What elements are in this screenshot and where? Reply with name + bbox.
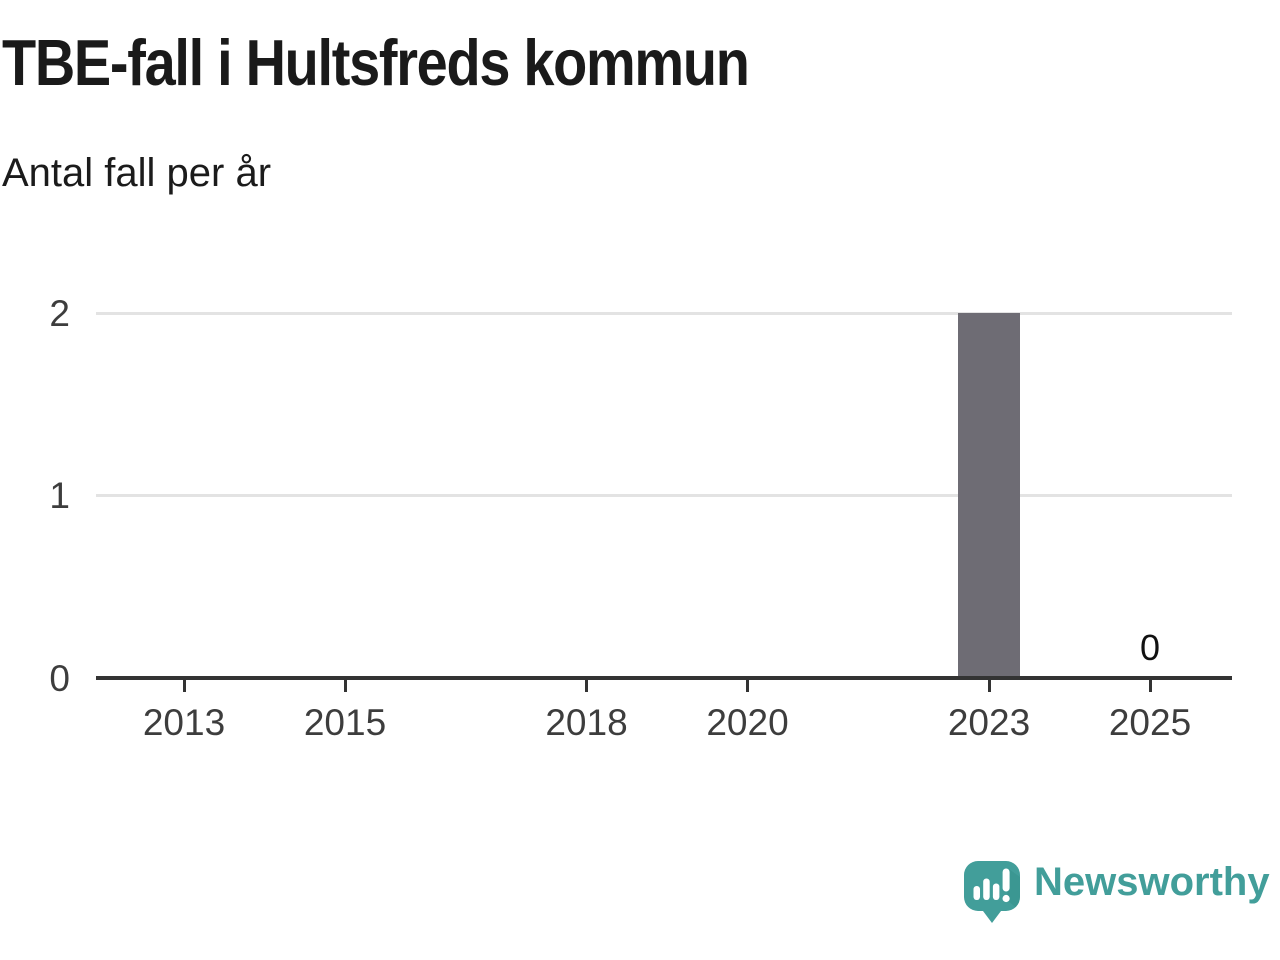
y-axis-tick-label: 2 — [49, 292, 70, 334]
brand-footer: Newsworthy — [963, 860, 1270, 924]
x-axis-tick — [1148, 680, 1152, 692]
x-axis-tick — [987, 680, 991, 692]
x-axis-tick — [182, 680, 186, 692]
chart-title: TBE-fall i Hultsfreds kommun — [2, 26, 750, 99]
bar-value-label: 0 — [1139, 627, 1161, 668]
x-axis-tick-label: 2018 — [545, 702, 628, 743]
y-gridline — [96, 494, 1232, 497]
chart-subtitle: Antal fall per år — [2, 151, 272, 195]
brand-name: Newsworthy — [1034, 860, 1270, 904]
x-axis-tick-label: 2015 — [303, 702, 387, 743]
y-axis-tick-label: 1 — [49, 475, 70, 516]
bar-2023 — [957, 313, 1021, 678]
newsworthy-logo-icon — [964, 861, 1020, 923]
x-axis-tick — [585, 680, 588, 692]
x-axis-tick-label: 2020 — [706, 702, 789, 743]
x-axis-line — [96, 676, 1232, 680]
y-axis-tick-label: 0 — [49, 657, 70, 699]
x-axis-tick-label: 2025 — [1108, 702, 1192, 743]
x-axis-tick — [746, 680, 749, 692]
y-gridline — [96, 311, 1232, 315]
x-axis-tick — [343, 680, 347, 692]
x-axis-tick-label: 2013 — [142, 702, 226, 743]
x-axis-tick-label: 2023 — [947, 702, 1031, 743]
